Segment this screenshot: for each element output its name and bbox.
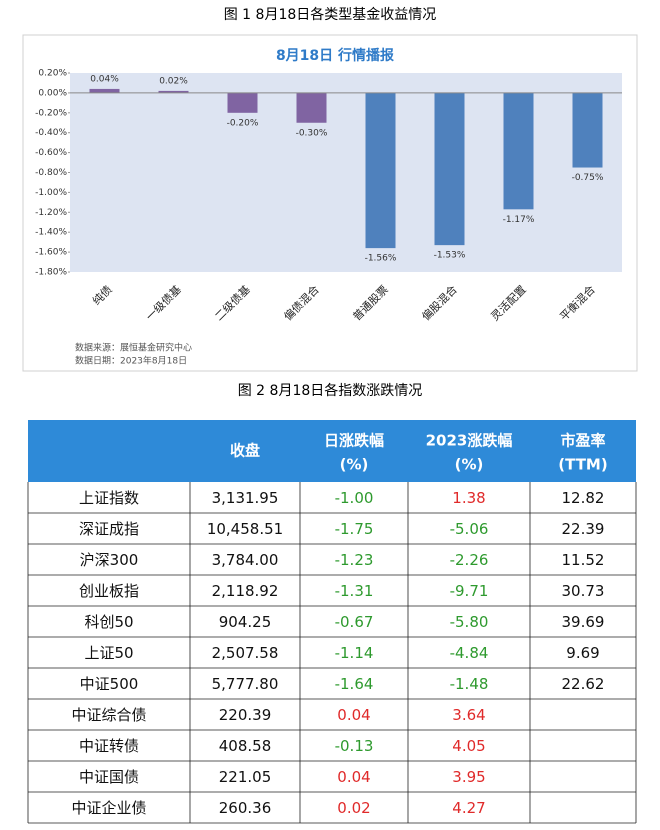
table-cell: -0.67	[335, 613, 374, 631]
table-cell: 4.05	[452, 737, 485, 755]
bar	[89, 88, 120, 93]
table-cell: 中证综合债	[71, 706, 146, 724]
table-cell: 4.27	[452, 799, 485, 817]
table-cell: 0.04	[337, 706, 370, 724]
chart-title: 8月18日 行情播报	[276, 47, 394, 64]
data-label: -0.75%	[572, 173, 604, 183]
y-tick-label: -0.60%	[35, 148, 67, 158]
table-cell: 11.52	[562, 551, 605, 569]
table-cell: 创业板指	[79, 582, 139, 600]
table-cell: -1.23	[335, 551, 374, 569]
table-cell: 10,458.51	[207, 520, 283, 538]
table-cell: -2.26	[450, 551, 489, 569]
table-header: 2023涨跌幅	[426, 432, 513, 450]
table-cell: -4.84	[450, 644, 489, 662]
table-cell: 中证转债	[79, 737, 139, 755]
y-tick-label: -0.20%	[35, 108, 67, 118]
source-note: 数据日期：2023年8月18日	[75, 355, 187, 367]
table-cell: 220.39	[219, 706, 272, 724]
table-cell: 22.39	[562, 520, 605, 538]
table-header: 市盈率	[560, 432, 605, 450]
table-cell: 22.62	[562, 675, 605, 693]
table-cell: 中证国债	[79, 768, 139, 786]
table-cell: -1.48	[450, 675, 489, 693]
table-cell: 2,118.92	[212, 582, 279, 600]
bar	[434, 92, 465, 246]
data-label: 0.04%	[90, 74, 119, 84]
table-cell: 深证成指	[79, 520, 139, 538]
table-cell: -9.71	[450, 582, 489, 600]
data-label: 0.02%	[159, 76, 188, 86]
table-cell: 中证企业债	[71, 799, 146, 817]
table-cell: -5.80	[450, 613, 489, 631]
table-cell: 260.36	[219, 799, 272, 817]
data-label: -0.20%	[227, 118, 259, 128]
table-cell: 3,131.95	[212, 489, 279, 507]
table-header: (%)	[455, 456, 484, 474]
y-tick-label: -0.80%	[35, 168, 67, 178]
data-label: -0.30%	[296, 128, 328, 138]
table-cell: -1.14	[335, 644, 374, 662]
y-tick-label: -1.60%	[35, 248, 67, 258]
table-cell: 1.38	[452, 489, 485, 507]
y-tick-label: -1.80%	[35, 268, 67, 278]
table-cell: 9.69	[566, 644, 599, 662]
data-label: -1.56%	[365, 254, 397, 264]
table-cell: 3,784.00	[212, 551, 279, 569]
y-tick-label: -0.40%	[35, 128, 67, 138]
table-header-bg	[28, 420, 636, 482]
bar	[158, 90, 189, 93]
y-tick-label: -1.00%	[35, 188, 67, 198]
table-cell: 0.04	[337, 768, 370, 786]
table-cell: 2,507.58	[212, 644, 279, 662]
y-tick-label: -1.20%	[35, 208, 67, 218]
bar	[365, 92, 396, 249]
bar	[503, 92, 534, 210]
y-tick-label: -1.40%	[35, 228, 67, 238]
table-cell: 上证指数	[79, 489, 139, 507]
data-label: -1.17%	[503, 215, 535, 225]
table-cell: 30.73	[562, 582, 605, 600]
table-cell: 904.25	[219, 613, 272, 631]
data-label: -1.53%	[434, 251, 466, 261]
table-header: (TTM)	[558, 456, 607, 474]
table-cell: 0.02	[337, 799, 370, 817]
table-cell: 科创50	[84, 613, 133, 631]
table-cell: 12.82	[562, 489, 605, 507]
table-cell: 3.95	[452, 768, 485, 786]
table-cell: 沪深300	[80, 551, 139, 569]
table-cell: -1.00	[335, 489, 374, 507]
bar	[572, 92, 603, 168]
source-note: 数据来源：展恒基金研究中心	[75, 342, 192, 354]
table-cell: 上证50	[84, 644, 133, 662]
table-cell: 39.69	[562, 613, 605, 631]
y-tick-label: 0.00%	[38, 88, 67, 98]
figure-caption: 图 2 8月18日各指数涨跌情况	[238, 383, 423, 399]
bar	[227, 92, 258, 113]
table-cell: -0.13	[335, 737, 374, 755]
table-cell: -1.31	[335, 582, 374, 600]
table-cell: 221.05	[219, 768, 272, 786]
table-cell: -5.06	[450, 520, 489, 538]
figure-caption: 图 1 8月18日各类型基金收益情况	[224, 6, 437, 23]
table-cell: -1.75	[335, 520, 374, 538]
y-tick-label: 0.20%	[38, 69, 67, 79]
table-cell: -1.64	[335, 675, 374, 693]
table-header: 收盘	[230, 442, 260, 460]
table-header: (%)	[340, 456, 369, 474]
table-cell: 5,777.80	[212, 675, 279, 693]
plot-area	[70, 73, 622, 272]
table-header: 日涨跌幅	[324, 432, 384, 450]
table-cell: 3.64	[452, 706, 485, 724]
table-cell: 中证500	[80, 675, 139, 693]
table-cell: 408.58	[219, 737, 272, 755]
bar	[296, 92, 327, 123]
